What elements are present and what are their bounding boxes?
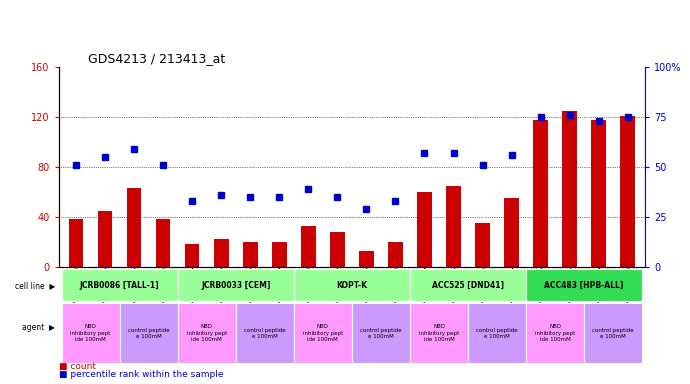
Bar	[468, 303, 526, 363]
Bar	[526, 269, 642, 301]
Text: NBD
inhibitory pept
ide 100mM: NBD inhibitory pept ide 100mM	[303, 324, 343, 342]
Bar	[533, 120, 548, 267]
Bar	[504, 198, 519, 267]
Text: control peptide
e 100mM: control peptide e 100mM	[593, 328, 634, 339]
Bar	[185, 245, 199, 267]
Bar	[61, 303, 119, 363]
Text: agent  ▶: agent ▶	[22, 323, 55, 332]
Bar	[352, 303, 410, 363]
Text: control peptide
e 100mM: control peptide e 100mM	[360, 328, 402, 339]
Text: NBD
inhibitory pept
ide 100mM: NBD inhibitory pept ide 100mM	[70, 324, 110, 342]
Bar	[584, 303, 642, 363]
Text: control peptide
e 100mM: control peptide e 100mM	[128, 328, 170, 339]
Bar	[446, 186, 461, 267]
Bar	[156, 220, 170, 267]
Bar	[410, 303, 468, 363]
Bar	[294, 303, 352, 363]
Bar	[272, 242, 286, 267]
Bar	[388, 242, 403, 267]
Text: ACC525 [DND41]: ACC525 [DND41]	[432, 281, 504, 290]
Text: JCRB0033 [CEM]: JCRB0033 [CEM]	[201, 281, 270, 290]
Text: JCRB0086 [TALL-1]: JCRB0086 [TALL-1]	[80, 281, 159, 290]
Bar	[119, 303, 178, 363]
Bar	[243, 242, 257, 267]
Bar	[127, 188, 141, 267]
Text: cell line  ▶: cell line ▶	[15, 281, 55, 290]
Bar	[562, 111, 577, 267]
Bar	[417, 192, 432, 267]
Bar	[69, 220, 83, 267]
Bar	[98, 211, 112, 267]
Text: control peptide
e 100mM: control peptide e 100mM	[476, 328, 518, 339]
Bar	[61, 269, 178, 301]
Bar	[526, 303, 584, 363]
Text: NBD
inhibitory pept
ide 100mM: NBD inhibitory pept ide 100mM	[419, 324, 459, 342]
Bar	[620, 116, 635, 267]
Text: KOPT-K: KOPT-K	[337, 281, 367, 290]
Text: NBD
inhibitory pept
ide 100mM: NBD inhibitory pept ide 100mM	[535, 324, 575, 342]
Bar	[236, 303, 294, 363]
Text: control peptide
e 100mM: control peptide e 100mM	[244, 328, 286, 339]
Bar	[475, 223, 490, 267]
Bar	[591, 120, 606, 267]
Text: ■ percentile rank within the sample: ■ percentile rank within the sample	[59, 371, 223, 379]
Bar	[301, 226, 315, 267]
Bar	[294, 269, 410, 301]
Bar	[359, 251, 374, 267]
Text: ACC483 [HPB-ALL]: ACC483 [HPB-ALL]	[544, 281, 624, 290]
Text: ■ count: ■ count	[59, 362, 96, 371]
Bar	[178, 303, 236, 363]
Bar	[214, 240, 228, 267]
Text: GDS4213 / 213413_at: GDS4213 / 213413_at	[88, 51, 225, 65]
Bar	[178, 269, 294, 301]
Bar	[410, 269, 526, 301]
Bar	[330, 232, 344, 267]
Text: NBD
inhibitory pept
ide 100mM: NBD inhibitory pept ide 100mM	[186, 324, 227, 342]
